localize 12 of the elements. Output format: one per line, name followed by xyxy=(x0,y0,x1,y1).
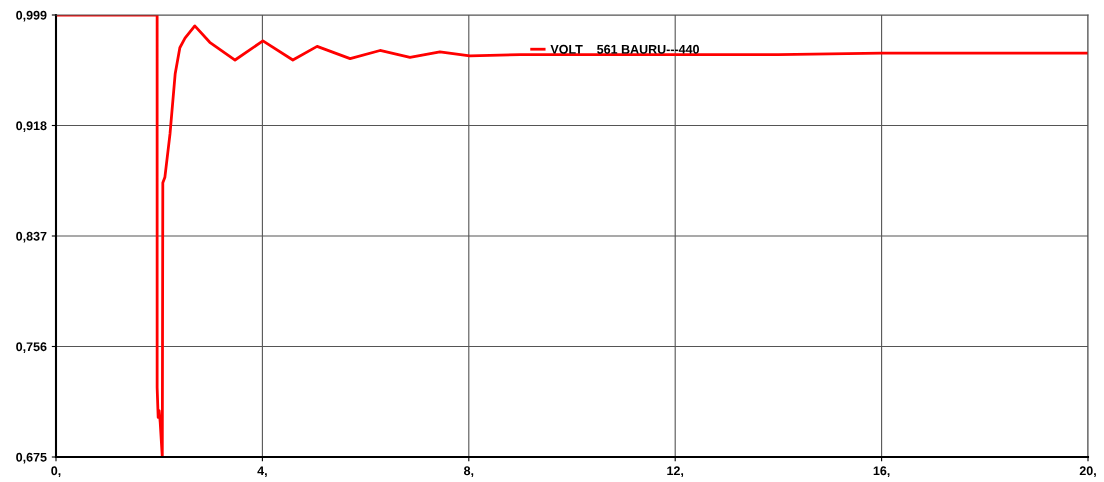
y-tick-label: 0,675 xyxy=(16,452,47,464)
x-tick-label: 8, xyxy=(463,466,474,478)
legend-label: VOLT 561 BAURU---440 xyxy=(550,44,699,54)
x-tick-label: 20, xyxy=(1079,466,1096,478)
y-tick-label: 0,837 xyxy=(16,231,47,243)
x-tick-label: 12, xyxy=(667,466,684,478)
y-tick-label: 0,756 xyxy=(16,342,47,353)
x-tick-label: 4, xyxy=(257,466,267,478)
x-tick-label: 16, xyxy=(873,466,890,478)
y-tick-label: 0,918 xyxy=(16,121,47,132)
x-tick-label: 0, xyxy=(51,466,61,478)
y-tick-label: 0,999 xyxy=(16,10,47,22)
